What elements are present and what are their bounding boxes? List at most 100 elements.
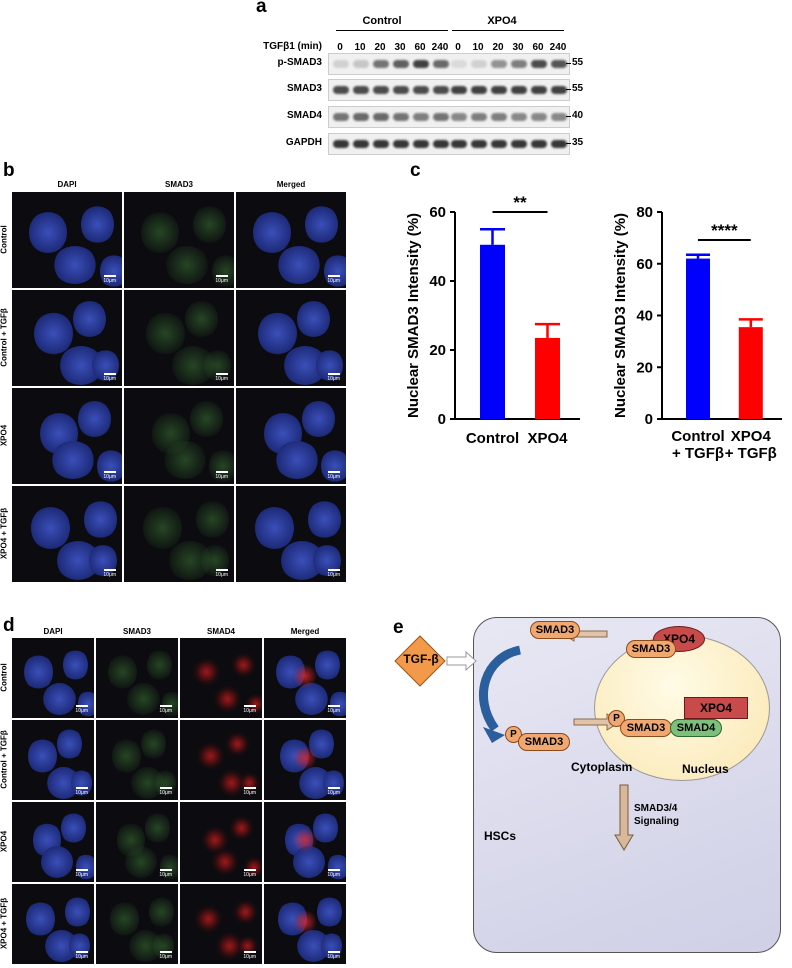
micrograph: 10μm [96, 884, 178, 964]
y-tick-label: 20 [429, 342, 446, 359]
cell-shape [194, 901, 224, 937]
blot-band [471, 60, 487, 68]
cell-shape [210, 683, 244, 715]
cell-shape [28, 211, 67, 255]
micrograph: 10μm [96, 720, 178, 800]
smad3-cytoplasm-free: SMAD3 [530, 621, 580, 639]
smad3-phospho-cytoplasm: SMAD3 [518, 733, 570, 751]
blot-row-label: p-SMAD3 [277, 57, 322, 68]
cell-shape [140, 211, 179, 255]
cell-shape [53, 246, 98, 285]
cell-shape [192, 654, 221, 690]
cell-shape [190, 400, 223, 439]
blot-band [511, 140, 527, 148]
panel-c-charts: 0 20 40 60 Nuclear SMAD3 Intensity (%) Contro… [405, 193, 782, 462]
x-tick-label: + TGFβ [725, 445, 777, 462]
row-label: XPO4 [0, 830, 9, 853]
smad3-nuclear-complex: SMAD3 [620, 719, 672, 737]
blot-band [471, 140, 487, 148]
blot-band [413, 113, 429, 121]
cell-shape [28, 738, 58, 774]
blot-mw-tick [566, 89, 571, 90]
column-header: SMAD3 [164, 180, 193, 189]
cell-shape [124, 846, 158, 878]
x-tick-label: XPO4 [527, 430, 568, 447]
tgfb-label: TGF-β [403, 652, 439, 666]
cell-shape [162, 440, 207, 480]
y-tick-label: 0 [438, 411, 446, 428]
blot-lane-label: 240 [549, 42, 567, 53]
scale-bar: 10μm [75, 787, 88, 796]
blot-lane-label: 60 [532, 42, 544, 53]
scale-bar: 10μm [75, 705, 88, 714]
row-label: Control + TGFβ [0, 730, 9, 789]
blot-band [551, 86, 567, 94]
cell-shape [65, 896, 90, 928]
blot-band [413, 86, 429, 94]
column-header: DAPI [43, 627, 63, 636]
diagram-arrows [394, 626, 634, 851]
y-tick-label: 40 [429, 273, 446, 290]
cell-shape [225, 728, 250, 760]
blot-band [491, 140, 507, 148]
scale-bar: 10μm [215, 569, 228, 578]
blot-band [433, 140, 449, 148]
cell-shape [145, 812, 170, 844]
scale-bar: 10μm [103, 373, 116, 382]
cell-shape [31, 506, 70, 550]
blot-mw-tick [566, 63, 571, 64]
column-header: SMAD4 [206, 627, 235, 636]
micrograph: 10μm [12, 388, 122, 484]
blot-band [333, 60, 349, 68]
blot-strip [328, 79, 570, 101]
scale-bar: 10μm [215, 275, 228, 284]
blot-band [333, 113, 349, 121]
micrograph: 10μm [236, 388, 346, 484]
blot-band [333, 140, 349, 148]
blot-treatment-label: TGFβ1 (min) [263, 41, 322, 52]
cell-shape [292, 744, 318, 772]
cell-shape [255, 506, 294, 550]
blot-row-label: SMAD4 [286, 110, 322, 121]
blot-band [551, 60, 567, 68]
cell-shape [147, 649, 172, 681]
chart-control-vs-xpo4: 0 20 40 60 Nuclear SMAD3 Intensity (%) Contro… [405, 193, 580, 447]
cell-shape [26, 901, 56, 937]
cell-shape [292, 908, 318, 936]
scale-bar: 10μm [159, 869, 172, 878]
blot-band [373, 60, 389, 68]
y-tick-label: 20 [636, 359, 653, 376]
blot-band [353, 86, 369, 94]
micrograph: 10μm [180, 638, 262, 718]
y-tick-label: 80 [636, 204, 653, 221]
blot-band [531, 60, 547, 68]
blot-band [413, 140, 429, 148]
blot-lane-label: 30 [512, 42, 524, 53]
blot-band [511, 60, 527, 68]
scale-bar: 10μm [243, 869, 256, 878]
blot-lane-label: 240 [431, 42, 449, 53]
blot-band [491, 113, 507, 121]
panel-label-b: b [3, 160, 15, 181]
cell-shape [80, 205, 114, 244]
row-label: Control [0, 663, 9, 692]
row-label: Control [0, 225, 9, 254]
blot-band [531, 113, 547, 121]
blot-band [491, 86, 507, 94]
blot-group-xpo4: XPO4 [487, 15, 517, 27]
micrograph: 10μm [180, 884, 262, 964]
cell-shape [61, 812, 86, 844]
x-tick-label: Control [671, 428, 724, 445]
scale-bar: 10μm [215, 471, 228, 480]
bar [738, 327, 763, 419]
cell-shape [130, 767, 164, 799]
blot-band [491, 60, 507, 68]
cell-shape [112, 738, 142, 774]
y-tick-label: 60 [636, 256, 653, 273]
blot-band [451, 140, 467, 148]
micrograph: 10μm [96, 802, 178, 882]
cell-shape [146, 311, 185, 355]
column-header: SMAD3 [122, 627, 151, 636]
micrograph: 10μm [236, 192, 346, 288]
cell-shape [170, 346, 215, 385]
